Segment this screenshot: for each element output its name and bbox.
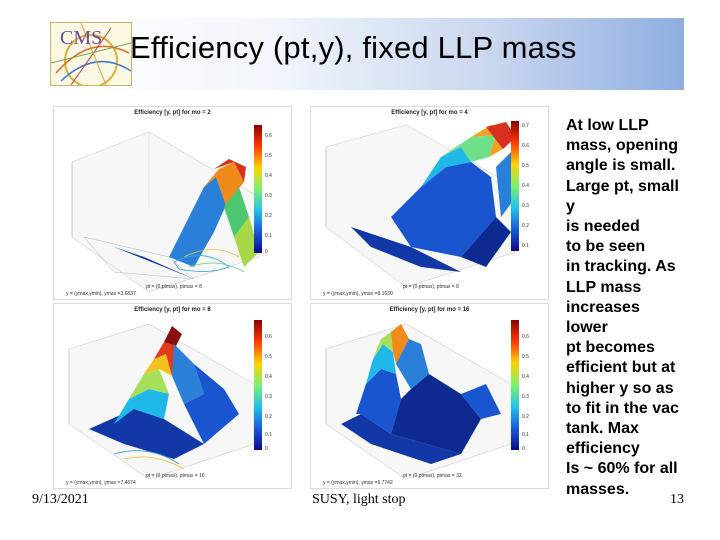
colorbar-tick: 0 [265, 249, 268, 255]
colorbar-tick: 0 [522, 446, 525, 452]
footer-center: SUSY, light stop [312, 492, 406, 507]
colorbar-tick: 0.2 [522, 223, 529, 229]
plot-xlabel: pt = (0,ptmax), ptmax = 8 [146, 284, 202, 290]
colorbar-tick: 0.7 [522, 123, 529, 129]
colorbar-tick: 0.5 [265, 153, 272, 159]
colorbar-tick: 0.6 [265, 133, 272, 139]
colorbar-tick: 0.6 [522, 143, 529, 149]
colorbar-tick: 0.6 [522, 334, 529, 340]
logo-text: CMS [60, 27, 103, 49]
colorbar-tick: 0.1 [265, 432, 272, 438]
colorbar [511, 121, 519, 251]
colorbar-tick: 0.5 [522, 354, 529, 360]
colorbar-tick: 0.6 [265, 334, 272, 340]
footer-date: 9/13/2021 [32, 492, 89, 507]
slide-title: Efficiency (pt,y), fixed LLP mass [130, 30, 577, 65]
colorbar-tick: 0.1 [522, 243, 529, 249]
plot-ylabel: y = (ymax,ymin), ymax =6.7742 [323, 480, 393, 486]
plot-title: Efficiency [y, pt] for mo = 2 [134, 110, 211, 116]
plot-title: Efficiency [y, pt] for mo = 8 [134, 307, 211, 313]
plot-mo-16: Efficiency [y, pt] for mo = 16 0.6 0.5 0… [310, 303, 549, 489]
colorbar-tick: 0.5 [522, 163, 529, 169]
plot-mo-2: Efficiency [y, pt] for mo = 2 0.6 0.5 0.… [53, 106, 292, 300]
colorbar [254, 320, 262, 450]
colorbar-tick: 0 [265, 446, 268, 452]
cms-logo-icon [51, 23, 131, 85]
surface-plot [325, 122, 517, 288]
colorbar-tick: 0.2 [265, 414, 272, 420]
plot-ylabel: y = (ymax,ymin), ymax =3.6837 [66, 291, 136, 297]
side-text: At low LLP mass, opening angle is small.… [566, 117, 679, 498]
plot-xlabel: pt = (0,ptmax), ptmax = 16 [146, 473, 205, 479]
colorbar-tick: 0.1 [522, 432, 529, 438]
colorbar-tick: 0.4 [522, 374, 529, 380]
page-number: 13 [670, 492, 684, 507]
plot-xlabel: pt = (0,ptmax), ptmax = 8 [403, 284, 459, 290]
colorbar [511, 320, 519, 450]
colorbar-tick: 0.3 [522, 394, 529, 400]
surface-plot [71, 131, 260, 293]
cms-logo: CMS [50, 22, 132, 86]
colorbar-tick: 0.3 [265, 394, 272, 400]
plot-xlabel: pt = (0,ptmax), ptmax = 32 [403, 473, 462, 479]
colorbar-tick: 0.1 [265, 233, 272, 239]
colorbar-tick: 0.4 [265, 173, 272, 179]
colorbar-tick: 0.4 [522, 183, 529, 189]
plot-mo-8: Efficiency [y, pt] for mo = 8 0.6 0.5 0.… [53, 303, 292, 489]
colorbar-tick: 0.5 [265, 354, 272, 360]
plot-title: Efficiency [y, pt] for mo = 16 [389, 307, 470, 313]
title-bar [46, 18, 684, 90]
plot-mo-4: Efficiency [y, pt] for mo = 4 0.7 0.6 0.… [310, 106, 549, 300]
colorbar-tick: 0.3 [265, 193, 272, 199]
plot-ylabel: y = (ymax,ymin), ymax =8.1630 [323, 291, 393, 297]
colorbar-tick: 0.3 [522, 203, 529, 209]
colorbar-tick: 0.2 [265, 213, 272, 219]
plot-ylabel: y = (ymax,ymin), ymax =7.4674 [66, 480, 136, 486]
colorbar-tick: 0.4 [265, 374, 272, 380]
colorbar [254, 125, 262, 253]
surface-plot [68, 323, 255, 480]
surface-plot [325, 323, 512, 480]
colorbar-tick: 0.2 [522, 414, 529, 420]
plot-title: Efficiency [y, pt] for mo = 4 [391, 110, 468, 116]
